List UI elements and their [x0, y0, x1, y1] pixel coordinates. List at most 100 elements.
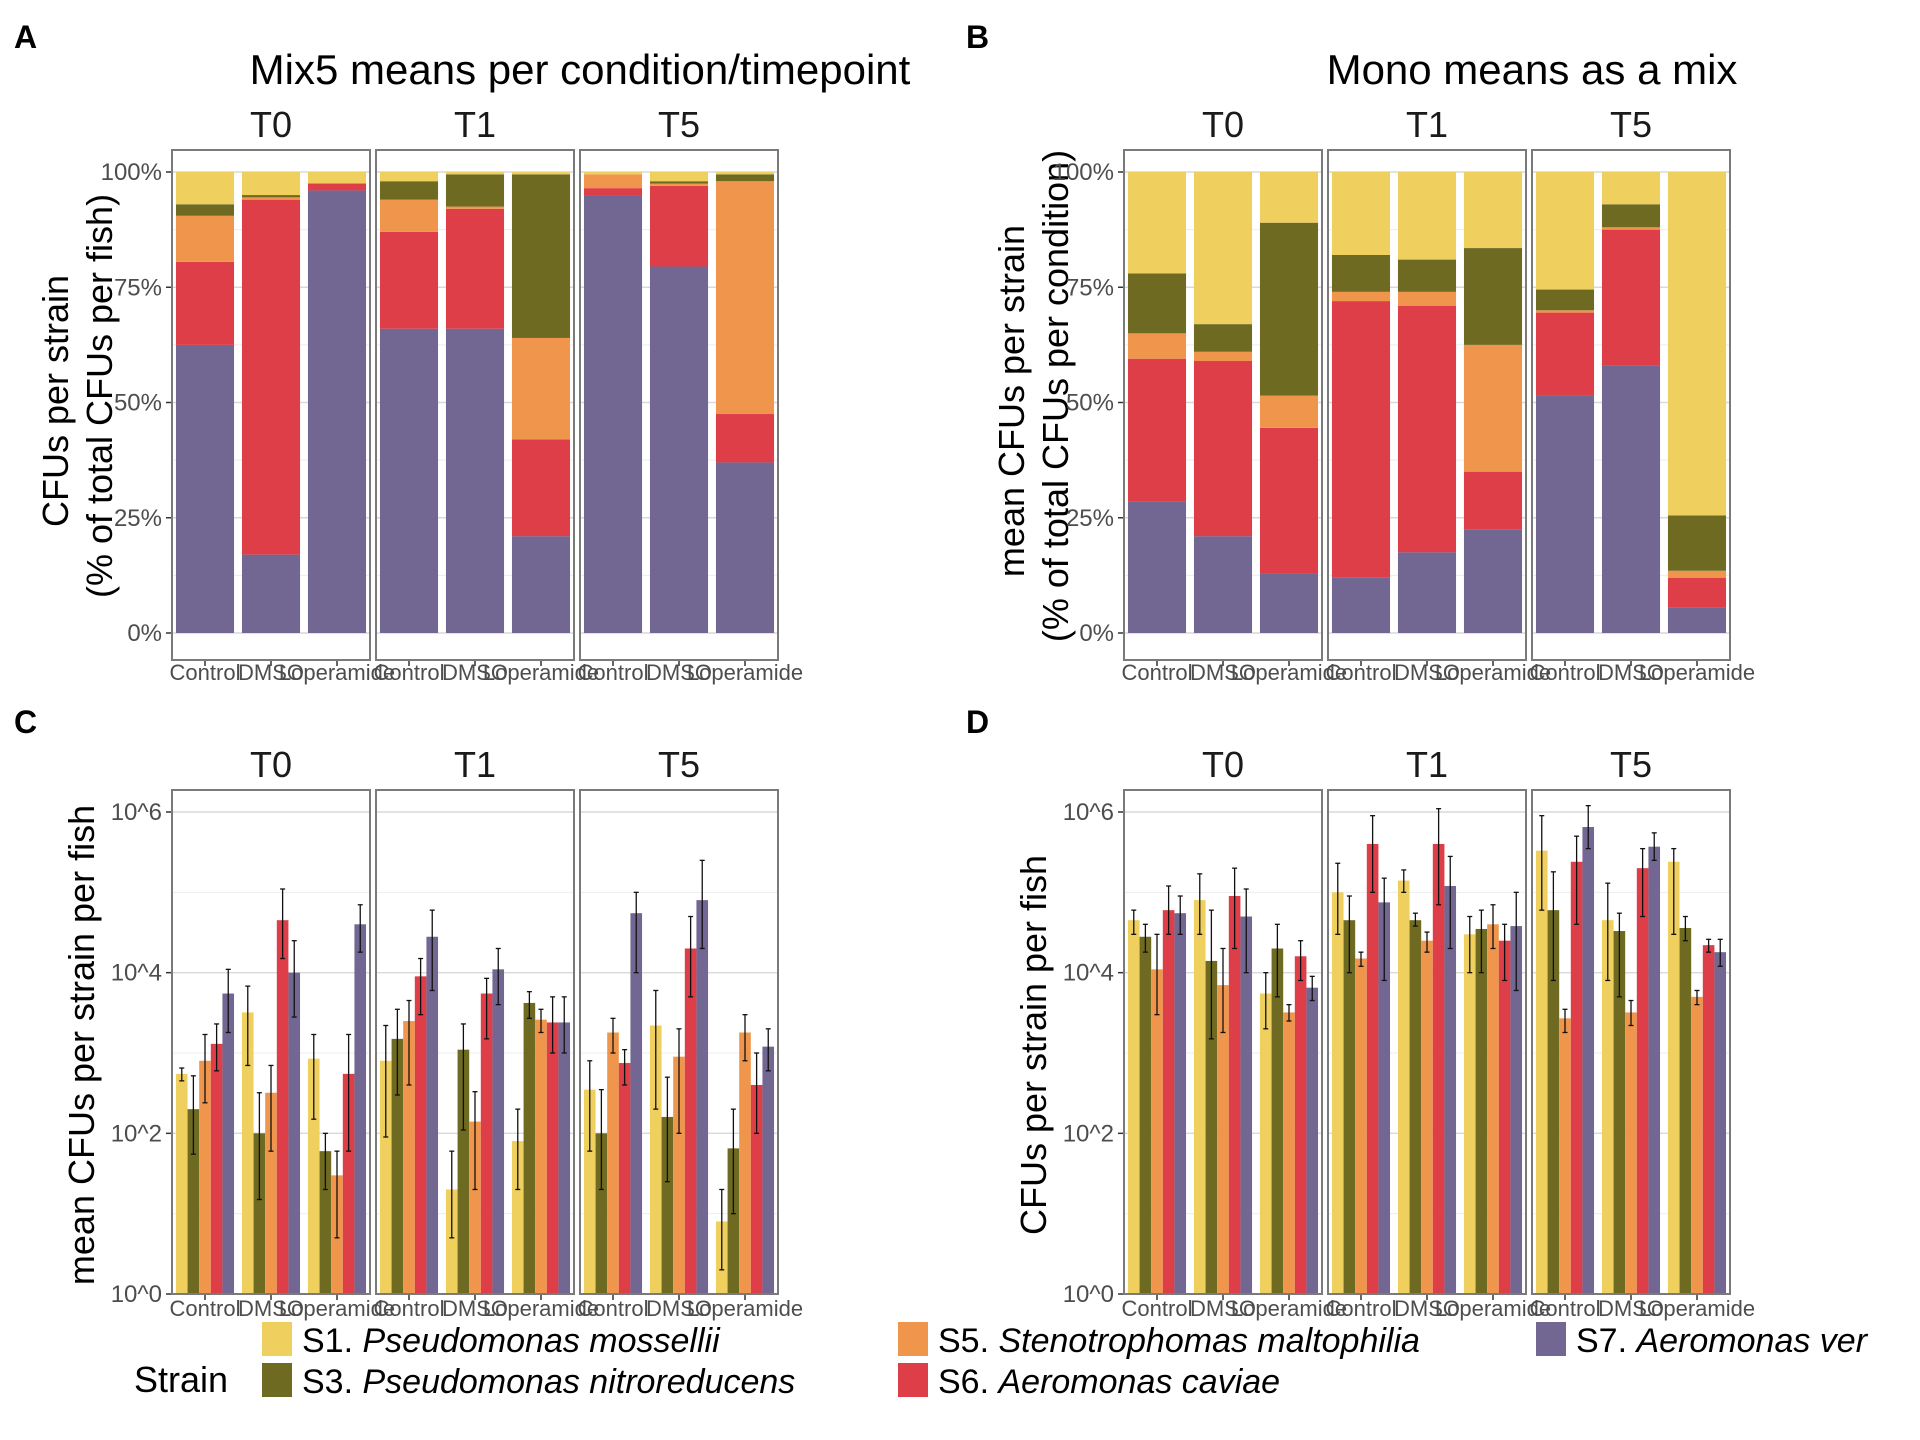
bar-segment-s3 [1463, 248, 1523, 345]
bar-s3 [391, 1038, 404, 1294]
y-tick-label: 100% [101, 159, 162, 186]
bar-s7 [1648, 846, 1661, 1294]
panel-a-ylabel: CFUs per strain (% of total CFUs per fis… [35, 194, 120, 598]
legend-label: S6. Aeromonas caviae [938, 1363, 1280, 1401]
x-tick-label: Control [170, 660, 241, 685]
bar-s6 [1294, 956, 1307, 1294]
bar-s5 [1421, 940, 1433, 1294]
bar-segment-s6 [715, 414, 775, 463]
facet-label: T0 [250, 104, 292, 145]
y-tick-label: 0% [127, 620, 162, 647]
bar-segment-s3 [1331, 254, 1391, 292]
bar-segment-s3 [445, 174, 505, 207]
legend-item-s5: S5. Stenotrophomas maltophilia [898, 1322, 1420, 1360]
bar-s7 [492, 969, 505, 1294]
bar-segment-s5 [715, 181, 775, 415]
bar-segment-s3 [1193, 324, 1253, 352]
bar-segment-s6 [1127, 358, 1187, 502]
bar-segment-s5 [1397, 291, 1457, 306]
bar-s5 [1283, 1012, 1295, 1294]
facet-border [579, 149, 779, 661]
bar-segment-s1 [445, 172, 505, 175]
facet-border [1531, 789, 1731, 1295]
y-tick-label: 10^4 [1063, 960, 1114, 987]
bar-s5 [1355, 958, 1367, 1294]
bar-s5 [673, 1056, 685, 1294]
x-tick-label: Control [1326, 1296, 1397, 1321]
bar-segment-s7 [379, 328, 439, 633]
bar-s6 [684, 948, 697, 1294]
bar-s6 [1228, 896, 1241, 1294]
panel-c-label: C [14, 704, 37, 740]
x-tick-label: DMSO [1598, 1296, 1664, 1321]
facet-label: T0 [250, 744, 292, 785]
facet-border [171, 789, 371, 1295]
bar-segment-s1 [1397, 172, 1457, 260]
facet-border [375, 789, 575, 1295]
facet-label: T1 [1406, 744, 1448, 785]
bar-segment-s6 [583, 188, 643, 196]
y-tick-label: 10^6 [1063, 799, 1114, 826]
bar-s7 [558, 1022, 571, 1294]
panel-b-ylabel-line-2: (% of total CFUs per condition) [1035, 150, 1076, 642]
legend-swatch [262, 1363, 292, 1397]
panel-d-label: D [966, 704, 989, 740]
panel-a: A Mix5 means per condition/timepoint CFU… [14, 19, 911, 685]
facet-border [1327, 789, 1527, 1295]
bar-segment-s7 [1667, 607, 1727, 633]
bar-segment-s5 [1331, 291, 1391, 302]
panel-a-ylabel-line-1: CFUs per strain [35, 275, 76, 527]
bar-segment-s1 [1463, 172, 1523, 249]
panel-b-ylabel: mean CFUs per strain (% of total CFUs pe… [991, 150, 1076, 642]
x-tick-label: Loperamide [687, 1296, 803, 1321]
legend-species: Pseudomonas mossellii [362, 1322, 721, 1360]
bar-segment-s3 [175, 204, 235, 216]
legend-species: Aeromonas caviae [996, 1363, 1280, 1401]
bar-s1 [511, 1141, 524, 1294]
bar-segment-s6 [1601, 229, 1661, 366]
bar-s7 [354, 924, 367, 1294]
legend-species: Pseudomonas nitroreducens [362, 1363, 795, 1401]
bar-segment-s1 [1601, 172, 1661, 205]
panel-a-ylabel-line-2: (% of total CFUs per fish) [79, 194, 120, 598]
y-tick-label: 10^4 [111, 960, 162, 987]
legend-label: S7. Aeromonas ver [1576, 1322, 1869, 1360]
bar-segment-s5 [649, 183, 709, 186]
facet-border [579, 789, 779, 1295]
bar-segment-s6 [1463, 471, 1523, 530]
bar-s3 [1475, 928, 1488, 1294]
bar-s3 [727, 1148, 740, 1294]
legend-prefix: S5. [938, 1322, 998, 1360]
y-tick-label: 75% [114, 274, 162, 301]
bar-s6 [276, 920, 289, 1294]
x-tick-label: Control [170, 1296, 241, 1321]
bar-s5 [607, 1032, 619, 1294]
bar-s5 [1559, 1018, 1571, 1294]
x-tick-label: Loperamide [483, 660, 599, 685]
facet-label: T1 [454, 744, 496, 785]
bar-segment-s3 [1397, 259, 1457, 292]
bar-s1 [1193, 900, 1206, 1294]
facet-label: T5 [1610, 744, 1652, 785]
bar-s3 [1271, 948, 1284, 1294]
bar-s1 [649, 1025, 662, 1294]
bar-s6 [546, 1022, 559, 1294]
bar-s3 [187, 1109, 200, 1294]
panel-a-label: A [14, 19, 37, 55]
x-tick-label: DMSO [1190, 1296, 1256, 1321]
bar-segment-s6 [1535, 312, 1595, 396]
bar-segment-s7 [1535, 395, 1595, 633]
bar-s6 [1366, 843, 1379, 1294]
bar-segment-s7 [175, 344, 235, 633]
bar-segment-s6 [307, 183, 367, 191]
bar-s5 [265, 1092, 277, 1294]
x-tick-label: Control [1530, 660, 1601, 685]
bar-segment-s7 [1331, 577, 1391, 633]
bar-s7 [696, 900, 709, 1294]
bar-segment-s6 [1259, 427, 1319, 574]
x-tick-label: Loperamide [1435, 660, 1551, 685]
legend-label: S1. Pseudomonas mossellii [302, 1322, 721, 1360]
bar-s1 [1535, 850, 1548, 1294]
